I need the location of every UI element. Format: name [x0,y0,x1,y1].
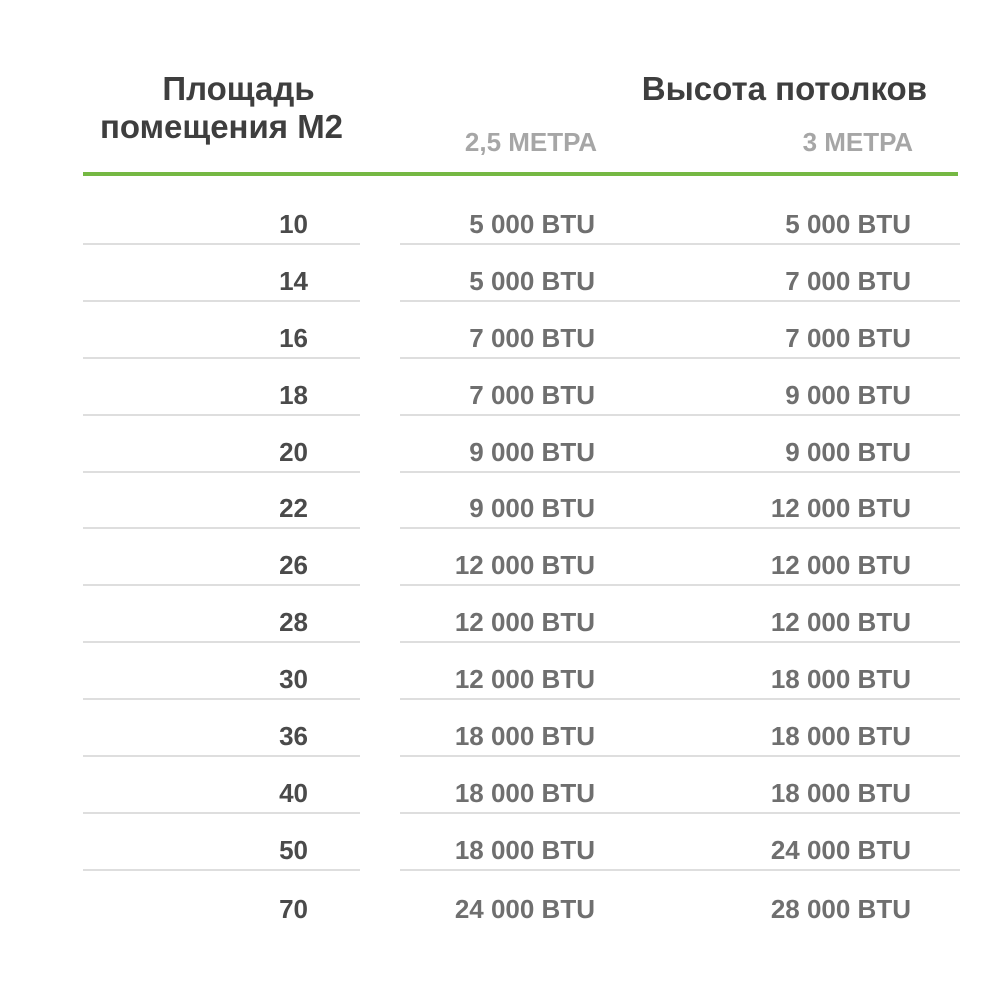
btu-2-5m-cell: 18 000 BTU [454,834,595,865]
btu-2-5m-cell: 5 000 BTU [469,265,595,296]
btu-cells: 24 000 BTU 28 000 BTU [400,871,960,928]
area-cell: 10 [83,188,360,245]
btu-cells: 12 000 BTU 12 000 BTU [400,586,960,644]
table-row: 50 18 000 BTU 24 000 BTU [83,814,960,871]
btu-cells: 7 000 BTU 9 000 BTU [400,359,960,416]
btu-2-5m-cell: 18 000 BTU [454,777,595,808]
area-cell: 50 [83,814,360,871]
btu-cells: 18 000 BTU 18 000 BTU [400,757,960,814]
btu-3m-cell: 18 000 BTU [770,721,911,752]
table-row: 16 7 000 BTU 7 000 BTU [83,302,960,359]
table-row: 14 5 000 BTU 7 000 BTU [83,245,960,302]
area-cell: 70 [279,893,308,924]
btu-3m-cell: 7 000 BTU [785,322,911,353]
area-cell: 22 [83,473,360,530]
btu-2-5m-cell: 12 000 BTU [454,664,595,695]
btu-cells: 18 000 BTU 24 000 BTU [400,814,960,871]
area-column-header: Площадь помещения М2 [83,70,360,146]
header-divider [83,172,958,176]
table-row: 18 7 000 BTU 9 000 BTU [83,359,960,416]
area-cell: 28 [83,586,360,644]
btu-cells: 5 000 BTU 5 000 BTU [400,188,960,245]
btu-2-5m-cell: 18 000 BTU [454,721,595,752]
table-row: 10 5 000 BTU 5 000 BTU [83,188,960,245]
btu-3m-cell: 12 000 BTU [770,607,911,638]
btu-cells: 5 000 BTU 7 000 BTU [400,245,960,302]
area-cell: 40 [83,757,360,814]
ceiling-height-header: Высота потолков [641,70,927,107]
table-row: 40 18 000 BTU 18 000 BTU [83,757,960,814]
area-header-line1: Площадь [162,70,315,107]
btu-3m-cell: 28 000 BTU [770,893,911,924]
area-cell: 16 [83,302,360,359]
table-row: 30 12 000 BTU 18 000 BTU [83,643,960,701]
btu-3m-cell: 12 000 BTU [770,493,911,524]
table-body: 10 5 000 BTU 5 000 BTU 14 5 000 BTU 7 00… [83,188,960,928]
btu-cells: 12 000 BTU 18 000 BTU [400,643,960,701]
subheader-2-5-meters: 2,5 МЕТРА [464,127,597,157]
subheader-3-meters: 3 МЕТРА [802,127,913,157]
btu-cells: 12 000 BTU 12 000 BTU [400,529,960,587]
btu-cells: 7 000 BTU 7 000 BTU [400,302,960,359]
table-row: 26 12 000 BTU 12 000 BTU [83,529,960,587]
table-row: 20 9 000 BTU 9 000 BTU [83,416,960,473]
table-row: 28 12 000 BTU 12 000 BTU [83,586,960,644]
btu-cells: 18 000 BTU 18 000 BTU [400,700,960,758]
area-header-line2: помещения М2 [99,108,344,145]
btu-3m-cell: 9 000 BTU [785,379,911,410]
area-cell: 18 [83,359,360,416]
btu-3m-cell: 24 000 BTU [770,834,911,865]
area-cell: 14 [83,245,360,302]
btu-2-5m-cell: 12 000 BTU [454,550,595,581]
area-cell: 36 [83,700,360,758]
btu-3m-cell: 7 000 BTU [785,265,911,296]
btu-3m-cell: 18 000 BTU [770,664,911,695]
area-cell: 20 [83,416,360,473]
table-row: 22 9 000 BTU 12 000 BTU [83,473,960,530]
btu-3m-cell: 5 000 BTU [785,208,911,239]
btu-2-5m-cell: 7 000 BTU [469,322,595,353]
btu-2-5m-cell: 12 000 BTU [454,607,595,638]
btu-cells: 9 000 BTU 9 000 BTU [400,416,960,473]
btu-2-5m-cell: 5 000 BTU [469,208,595,239]
btu-3m-cell: 12 000 BTU [770,550,911,581]
btu-cells: 9 000 BTU 12 000 BTU [400,473,960,530]
area-cell: 30 [83,643,360,701]
btu-2-5m-cell: 7 000 BTU [469,379,595,410]
table-row: 70 24 000 BTU 28 000 BTU [83,871,960,928]
area-cell: 26 [83,529,360,587]
btu-2-5m-cell: 24 000 BTU [454,893,595,924]
table-row: 36 18 000 BTU 18 000 BTU [83,700,960,758]
btu-2-5m-cell: 9 000 BTU [469,436,595,467]
btu-2-5m-cell: 9 000 BTU [469,493,595,524]
btu-3m-cell: 9 000 BTU [785,436,911,467]
btu-3m-cell: 18 000 BTU [770,777,911,808]
